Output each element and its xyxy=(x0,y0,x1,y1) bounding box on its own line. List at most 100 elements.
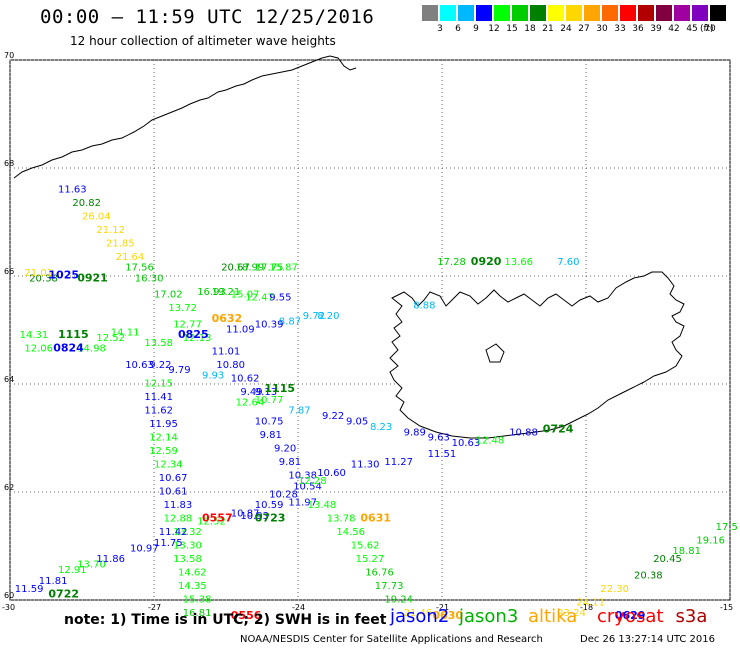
wave-height-value: 10.80 xyxy=(216,360,245,371)
legend-swatch xyxy=(692,5,708,21)
wave-height-value: 10.38 xyxy=(288,471,317,482)
legend-label: 42 xyxy=(668,24,680,34)
wave-height-value: 13.32 xyxy=(173,527,202,538)
wave-height-value: 19.16 xyxy=(696,535,725,546)
inland-lake xyxy=(485,343,505,363)
wave-height-value: 9.13 xyxy=(255,387,277,398)
pass-time: 0724 xyxy=(543,423,574,436)
wave-height-value: 12.28 xyxy=(298,476,327,487)
legend-swatch xyxy=(620,5,636,21)
wave-height-value: 26.04 xyxy=(82,211,111,222)
satellite-s3a: s3a xyxy=(675,606,708,627)
pass-time: 0630 xyxy=(432,609,463,622)
wave-height-value: 16.81 xyxy=(183,608,212,619)
legend-swatch xyxy=(674,5,690,21)
legend-swatch xyxy=(494,5,510,21)
wave-height-value: 12.14 xyxy=(149,433,178,444)
pass-time: 0557 xyxy=(202,512,233,525)
lat-label: 62 xyxy=(4,483,14,492)
pass-time: 1115 xyxy=(264,382,295,395)
wave-height-value: 7.87 xyxy=(288,406,310,417)
pass-time: 0556 xyxy=(231,609,262,622)
wave-height-value: 17.28 xyxy=(437,257,466,268)
legend-label: 3 xyxy=(437,24,443,34)
wave-height-value: 11.86 xyxy=(96,554,125,565)
wave-height-value: 8.23 xyxy=(370,422,392,433)
wave-height-value: 9.22 xyxy=(322,411,344,422)
pass-time: 1115 xyxy=(58,328,89,341)
lat-label: 60 xyxy=(4,591,14,600)
wave-height-value: 13.58 xyxy=(144,338,173,349)
pass-time: 0825 xyxy=(178,328,209,341)
wave-height-value: 9.72 xyxy=(303,311,325,322)
coastline xyxy=(13,55,685,439)
legend-label: 6 xyxy=(455,24,461,34)
pass-time: 0921 xyxy=(77,271,108,284)
legend-swatch xyxy=(656,5,672,21)
wave-height-value: 17.73 xyxy=(375,581,404,592)
wave-height-value: 22.30 xyxy=(600,584,629,595)
wave-height-value: 14.56 xyxy=(336,527,365,538)
wave-height-value: 13.72 xyxy=(168,303,197,314)
wave-height-observations: 11.63 20.82 26.04 21.12 21.85 21.6417.5616.30… xyxy=(15,184,738,619)
legend-swatch xyxy=(710,5,726,21)
pass-time: 0629 xyxy=(615,609,646,622)
pass-time: 0632 xyxy=(212,312,243,325)
wave-height-value: 16.76 xyxy=(365,568,394,579)
chart-subtitle: 12 hour collection of altimeter wave hei… xyxy=(70,34,336,48)
wave-height-value: 18.99 xyxy=(236,263,265,274)
wave-height-value: 15.27 xyxy=(356,554,385,565)
wave-height-value: 10.88 xyxy=(509,427,538,438)
legend-swatch xyxy=(512,5,528,21)
wave-height-value: 10.54 xyxy=(293,481,322,492)
wave-height-value: 11.51 xyxy=(428,449,457,460)
wave-height-value: 10.67 xyxy=(159,473,188,484)
wave-height-value: 9.22 xyxy=(149,360,171,371)
wave-height-value: 21.64 xyxy=(116,252,145,263)
legend-label: 18 xyxy=(524,24,536,34)
wave-height-value: 9.81 xyxy=(279,457,301,468)
wave-height-value: 9.63 xyxy=(428,433,450,444)
wave-height-value: 11.41 xyxy=(144,392,173,403)
wave-height-value: 17.56 xyxy=(125,263,154,274)
wave-height-value: 10.60 xyxy=(317,468,346,479)
wave-height-value: 11.63 xyxy=(58,184,87,195)
satellite-jason2: jason2 xyxy=(390,606,450,627)
legend-label: 45 xyxy=(686,24,698,34)
wave-height-value: 9.55 xyxy=(269,292,291,303)
legend-label: 27 xyxy=(578,24,590,34)
wave-height-value: 14.11 xyxy=(111,327,140,338)
wave-height-value: 11.42 xyxy=(159,527,188,538)
legend-label: 30 xyxy=(596,24,608,34)
wave-height-value: 11.95 xyxy=(149,419,178,430)
pass-time: 0722 xyxy=(48,587,79,600)
wave-height-value: 8.87 xyxy=(279,317,301,328)
wave-height-value: 8.88 xyxy=(413,300,435,311)
legend-label: 21 xyxy=(542,24,554,34)
wave-height-value: 10.39 xyxy=(255,319,284,330)
wave-height-value: 13.70 xyxy=(77,560,106,571)
wave-height-value: 12.88 xyxy=(164,514,193,525)
wave-height-value: 14.98 xyxy=(77,344,106,355)
wave-height-value: 7.60 xyxy=(557,257,579,268)
wave-height-value: 9.20 xyxy=(274,444,296,455)
graticule xyxy=(9,59,731,601)
wave-height-value: 19.24 xyxy=(384,595,413,606)
legend-swatch xyxy=(530,5,546,21)
credit-line: NOAA/NESDIS Center for Satellite Applica… xyxy=(240,634,543,645)
wave-height-value: 12.77 xyxy=(173,319,202,330)
satellite-cryosat: cryosat xyxy=(597,606,664,627)
legend-label: 12 xyxy=(488,24,500,34)
pass-time: 1025 xyxy=(48,269,79,282)
wave-height-value: 15.07 xyxy=(231,290,260,301)
wave-height-value: 14.62 xyxy=(178,568,207,579)
legend-label: 36 xyxy=(632,24,644,34)
wave-height-value: 9.81 xyxy=(260,430,282,441)
wave-height-value: 10.59 xyxy=(255,500,284,511)
wave-height-value: 18.81 xyxy=(672,546,701,557)
legend-label: 33 xyxy=(614,24,626,34)
legend-label: 39 xyxy=(650,24,662,34)
wave-height-value: 16.93 xyxy=(197,287,226,298)
wave-height-value: 10.93 xyxy=(240,511,269,522)
wave-height-value: 12.13 xyxy=(183,333,212,344)
